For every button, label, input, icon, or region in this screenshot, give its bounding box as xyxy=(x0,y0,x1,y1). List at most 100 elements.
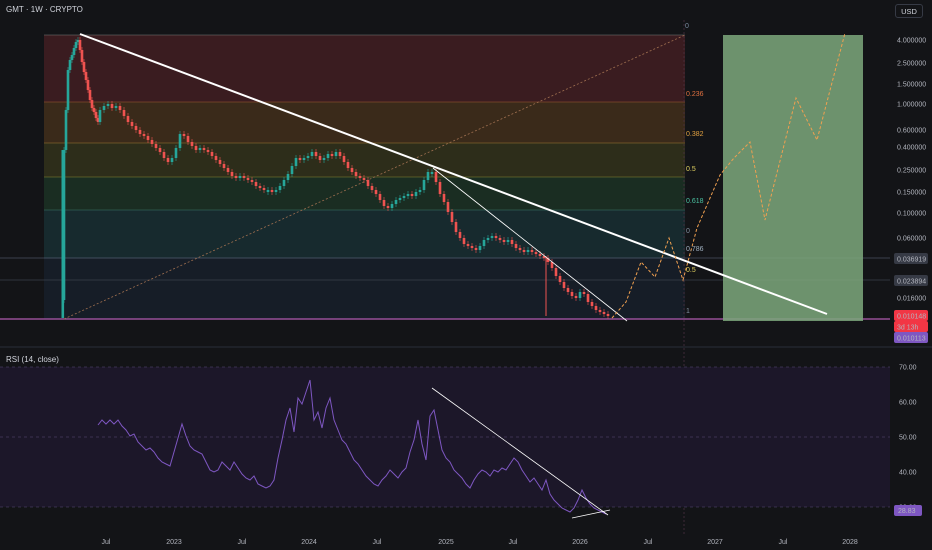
price-axis-label: 0.010148 xyxy=(897,314,926,321)
fib-level-label: 0.786 xyxy=(686,246,704,253)
candle-body xyxy=(410,194,414,196)
candle-body xyxy=(550,262,554,268)
rsi-support-line[interactable] xyxy=(571,509,611,519)
time-axis[interactable]: Jul 2023 Jul 2024 Jul 2025 Jul 2026 Jul 2027 Jul 20… xyxy=(102,539,858,546)
candle-body xyxy=(502,240,506,242)
rsi-axis-label: 70.00 xyxy=(899,365,917,372)
candle-body xyxy=(226,168,230,172)
fibonacci-retracement[interactable] xyxy=(44,34,685,319)
candle-body xyxy=(158,148,162,152)
fib-level-label: 0.236 xyxy=(686,91,704,98)
fib-level-label: 0 xyxy=(686,228,690,235)
candle-body xyxy=(406,194,410,196)
candle-body xyxy=(398,198,402,200)
candle-body xyxy=(82,62,86,72)
candle-body xyxy=(202,148,206,150)
candle-body xyxy=(514,244,518,248)
rsi-value-badge xyxy=(894,505,922,516)
candle-body xyxy=(90,100,94,108)
candle-body xyxy=(146,136,150,140)
fib-band-0-236 xyxy=(44,35,685,102)
target-zone-box[interactable] xyxy=(723,35,863,321)
candle-body xyxy=(602,312,606,314)
candle-body xyxy=(578,292,582,298)
candle-body xyxy=(510,240,514,244)
fib-labels: 0 0.236 0.382 0.5 0.618 0 0.786 0.5 1 xyxy=(685,23,704,315)
candle-body xyxy=(230,172,234,176)
fib-trend-line[interactable] xyxy=(63,34,686,320)
candle-body xyxy=(486,238,490,240)
candle-body xyxy=(494,236,498,238)
candle-body xyxy=(246,178,250,180)
candle-body xyxy=(88,90,92,100)
candle-body xyxy=(318,156,322,160)
candle-body xyxy=(546,258,550,262)
candle-body xyxy=(482,240,486,246)
price-axis-label: 2.500000 xyxy=(897,61,926,68)
fib-band-618-786 xyxy=(44,210,685,258)
price-axis-label: 3d 13h xyxy=(897,325,919,332)
candle-body xyxy=(594,306,598,310)
candle-body xyxy=(554,268,558,276)
candle-body xyxy=(206,150,210,152)
candle-body xyxy=(94,112,98,118)
candle-body xyxy=(322,158,326,160)
candle-body xyxy=(450,212,454,222)
candle-body xyxy=(438,182,442,194)
candle-body xyxy=(338,152,342,156)
candle-body xyxy=(414,192,418,196)
candle-body xyxy=(162,152,166,158)
candle-body xyxy=(222,164,226,168)
candle-body xyxy=(302,158,306,160)
time-axis-label: Jul xyxy=(102,539,111,546)
candle-body xyxy=(542,256,546,258)
fib-band-236-382 xyxy=(44,102,685,143)
candle-body xyxy=(174,148,178,158)
candle-body xyxy=(342,156,346,162)
time-axis-label: Jul xyxy=(238,539,247,546)
candle-body xyxy=(266,190,270,192)
secondary-downtrend-line[interactable] xyxy=(432,167,628,322)
candle-body xyxy=(370,186,374,190)
projection-path[interactable] xyxy=(611,32,846,319)
candle-body xyxy=(586,294,590,302)
candle-body xyxy=(582,292,586,294)
fib-level-label: 0.5 xyxy=(686,267,696,274)
candle-body xyxy=(530,250,534,252)
main-downtrend-line[interactable] xyxy=(79,33,828,315)
candle-body xyxy=(390,204,394,208)
candle-body xyxy=(598,310,602,312)
candle-body xyxy=(214,156,218,160)
fib-level-label: 0.618 xyxy=(686,198,704,205)
fib-level-label: 0 xyxy=(685,23,689,30)
candle-body xyxy=(454,222,458,232)
symbol-title[interactable]: GMT · 1W · CRYPTO xyxy=(6,5,83,14)
candle-body xyxy=(106,104,110,106)
candlestick-series xyxy=(61,37,610,319)
candle-body xyxy=(506,240,510,242)
candle-body xyxy=(558,276,562,282)
candle-body xyxy=(178,134,182,148)
rsi-title[interactable]: RSI (14, close) xyxy=(6,355,59,364)
candle-body xyxy=(326,154,330,158)
candle-body xyxy=(138,130,142,134)
rsi-axis-label: 50.00 xyxy=(899,435,917,442)
candle-body xyxy=(422,180,426,190)
candle-body xyxy=(394,200,398,204)
candle-body xyxy=(290,166,294,174)
rsi-downtrend-line[interactable] xyxy=(431,387,609,516)
candle-body xyxy=(250,180,254,182)
candle-body xyxy=(166,158,170,162)
candle-body xyxy=(182,134,186,136)
candle-body xyxy=(498,238,502,240)
price-axis-label: 0.010113 xyxy=(897,336,926,343)
candle-body xyxy=(334,152,338,156)
price-axis-label: 0.036919 xyxy=(897,257,926,264)
price-axis[interactable]: 4.000000 2.500000 1.500000 1.000000 0.600000… xyxy=(894,38,928,344)
price-badge xyxy=(894,332,928,343)
candle-body xyxy=(150,140,154,144)
currency-button[interactable]: USD xyxy=(895,4,923,18)
time-axis-label: 2023 xyxy=(166,539,182,546)
